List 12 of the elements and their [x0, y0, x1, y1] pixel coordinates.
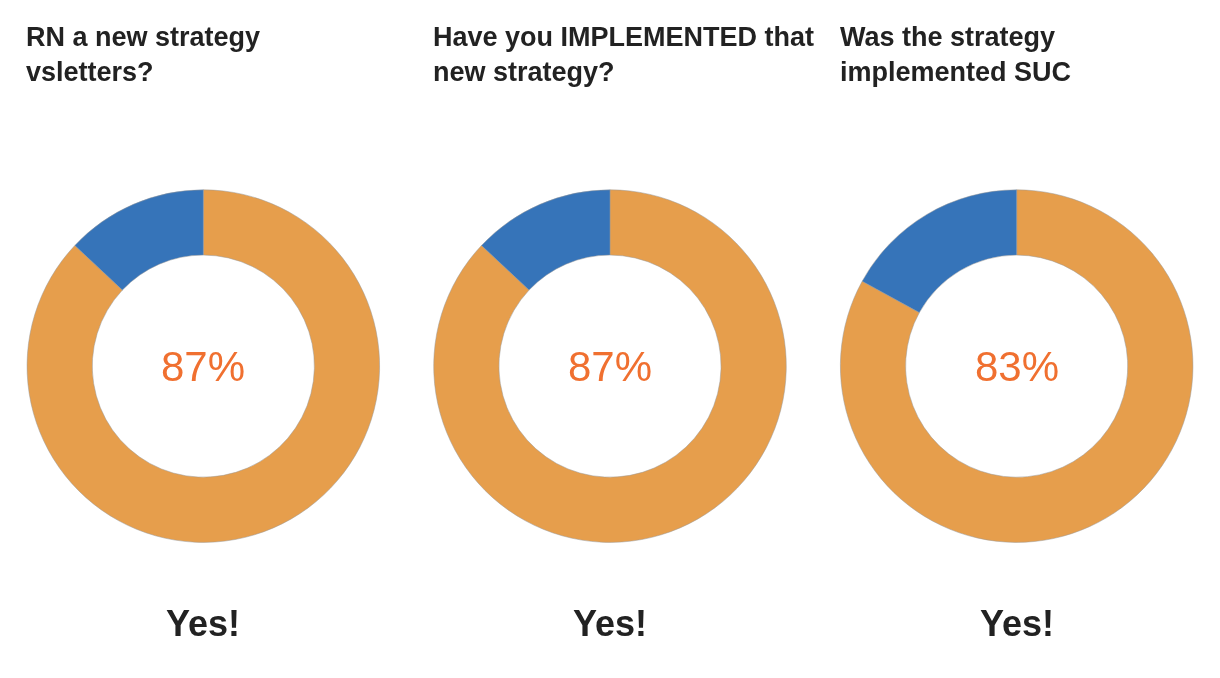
text: 87%	[161, 343, 246, 390]
text: 87%	[568, 343, 653, 390]
donut-slice	[433, 189, 787, 543]
chart-title: Was the strategy implemented SUC	[840, 22, 1072, 88]
text: Yes!	[980, 603, 1055, 644]
chart-title: RN a new strategy vsletters?	[26, 22, 261, 88]
text: Yes!	[166, 603, 241, 644]
donut-slice	[26, 189, 380, 543]
text: Yes!	[573, 603, 648, 644]
donut-slice	[840, 189, 1194, 543]
text: 83%	[975, 343, 1060, 390]
chart-title: Have you IMPLEMENTED that new strategy?	[433, 22, 815, 88]
